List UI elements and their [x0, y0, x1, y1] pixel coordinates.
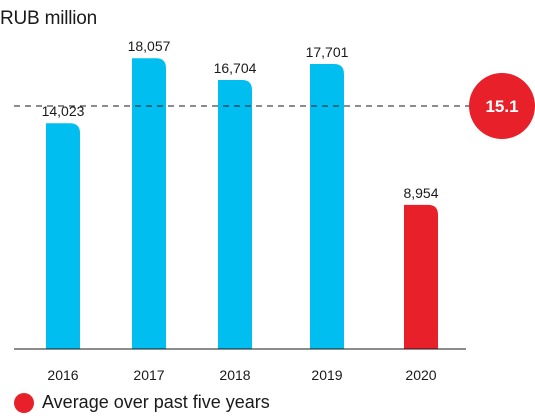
average-badge: 15.1 — [469, 73, 535, 140]
x-tick-label-2017: 2017 — [133, 367, 164, 383]
average-badge-label: 15.1 — [485, 97, 518, 116]
bar-2019 — [310, 63, 344, 350]
bars-layer — [46, 58, 438, 350]
x-tick-label-2018: 2018 — [219, 367, 250, 383]
legend: Average over past five years — [14, 392, 270, 413]
x-tick-labels-layer: 2016 2017 2018 2019 2020 — [47, 367, 436, 383]
value-label-2019: 17,701 — [306, 44, 349, 60]
legend-swatch-average — [14, 392, 34, 413]
x-tick-label-2016: 2016 — [47, 367, 78, 383]
value-label-2020: 8,954 — [403, 185, 438, 201]
x-tick-label-2020: 2020 — [405, 367, 436, 383]
bar-2016 — [46, 123, 80, 349]
average-badge-circle — [469, 73, 535, 140]
bar-2020 — [404, 204, 438, 349]
x-tick-label-2019: 2019 — [311, 367, 342, 383]
value-label-2017: 18,057 — [128, 38, 171, 54]
value-label-2016: 14,023 — [42, 103, 85, 119]
bar-2017 — [132, 58, 166, 350]
value-labels-layer: 14,023 18,057 16,704 17,701 8,954 — [42, 38, 439, 201]
unit-label: RUB million — [0, 8, 98, 29]
value-label-2018: 16,704 — [214, 60, 257, 76]
legend-label-average: Average over past five years — [42, 392, 270, 412]
bar-2018 — [218, 80, 252, 349]
